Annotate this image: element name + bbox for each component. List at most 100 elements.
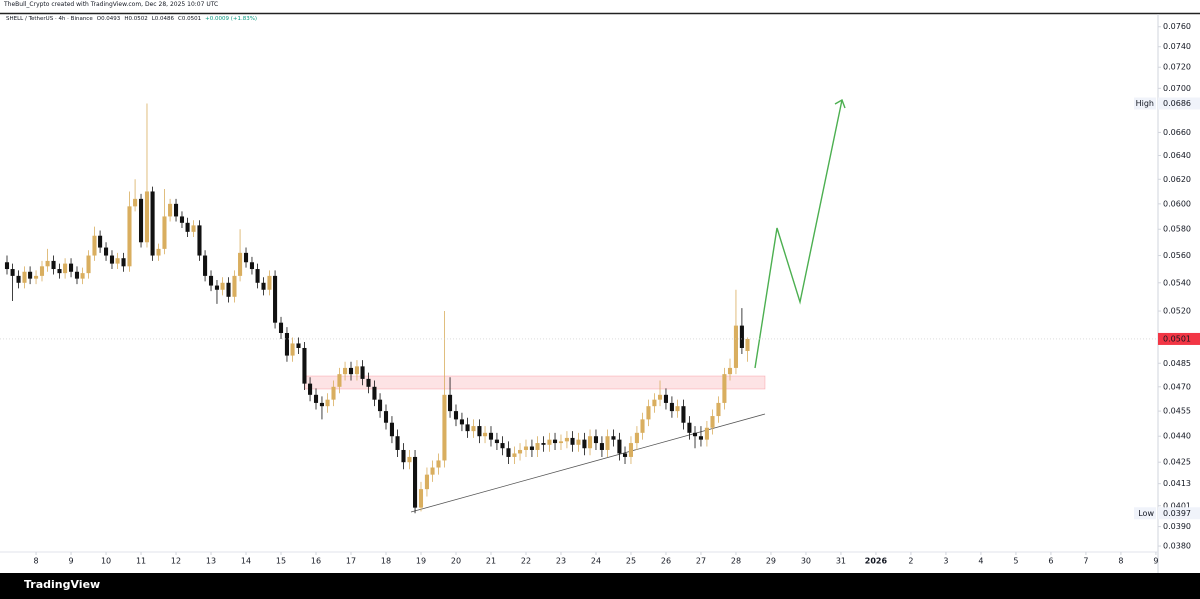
candle-body xyxy=(448,394,453,412)
x-tick-label: 25 xyxy=(626,557,636,566)
candle-body xyxy=(4,262,10,270)
candle-body xyxy=(459,419,464,425)
candle-body xyxy=(98,235,103,248)
low: L0.0486 xyxy=(151,16,175,22)
x-tick-label: 22 xyxy=(521,557,531,566)
candle-body xyxy=(319,402,324,407)
candle-body xyxy=(34,275,39,279)
candle-body xyxy=(22,271,27,283)
marker-value: 0.0686 xyxy=(1163,99,1191,108)
candle-body xyxy=(197,225,202,256)
x-tick-label: 13 xyxy=(206,557,216,566)
candle-body xyxy=(348,367,354,375)
x-tick-label: 21 xyxy=(486,557,496,566)
x-tick-label: 6 xyxy=(1048,557,1053,566)
candle-body xyxy=(63,263,68,274)
x-tick-label: 28 xyxy=(731,557,741,566)
x-tick-label: 9 xyxy=(1153,557,1158,566)
candle-body xyxy=(552,439,558,444)
candle-body xyxy=(582,439,587,449)
candle-body xyxy=(284,332,290,356)
y-tick-label: 0.0580 xyxy=(1163,225,1191,234)
candle-body xyxy=(733,325,738,368)
x-tick-label: 5 xyxy=(1013,557,1018,566)
candle-body xyxy=(383,411,389,423)
last-price-box xyxy=(1158,332,1200,345)
candle-body xyxy=(302,347,307,384)
candle-body xyxy=(477,426,482,437)
candle-body xyxy=(255,269,260,283)
x-tick-label: 17 xyxy=(346,557,356,566)
x-tick-label: 14 xyxy=(241,557,251,566)
candle-body xyxy=(261,282,266,290)
y-tick-label: 0.0700 xyxy=(1163,84,1191,93)
candle-body xyxy=(156,248,161,256)
candle-body xyxy=(208,275,214,286)
candle-body xyxy=(331,386,336,400)
candle-body xyxy=(506,448,511,457)
candle-body xyxy=(418,489,424,508)
candle-body xyxy=(407,456,412,463)
candle-body xyxy=(500,443,505,449)
x-tick-label: 30 xyxy=(801,557,811,566)
candle-body xyxy=(39,266,45,276)
candle-body xyxy=(51,260,56,270)
candle-body xyxy=(278,322,284,333)
candle-body xyxy=(564,437,569,442)
candle-body xyxy=(325,399,330,407)
candle-body xyxy=(710,416,715,428)
marker-label: Low xyxy=(1138,509,1154,518)
y-tick-label: 0.0485 xyxy=(1163,359,1191,368)
candle-body xyxy=(488,432,494,440)
candle-body xyxy=(103,247,109,256)
y-tick-label: 0.0760 xyxy=(1163,22,1191,31)
candle-body xyxy=(442,394,447,461)
symbol: SHELL / TetherUS · 4h · Binance xyxy=(6,16,93,22)
x-tick-label: 24 xyxy=(591,557,601,566)
candle-body xyxy=(144,191,150,243)
candle-body xyxy=(115,258,120,264)
y-tick-label: 0.0740 xyxy=(1163,42,1191,51)
projection-path xyxy=(754,99,843,369)
candle-body xyxy=(523,446,529,450)
candle-body xyxy=(541,443,546,445)
candle-body xyxy=(675,406,680,412)
candle-body xyxy=(622,453,628,457)
x-tick-label: 18 xyxy=(381,557,391,566)
change: +0.0009 (+1.83%) xyxy=(205,16,258,22)
candle-body xyxy=(267,275,272,290)
candle-body xyxy=(10,269,15,276)
candle-body xyxy=(249,262,255,270)
x-tick-label: 20 xyxy=(451,557,461,566)
x-tick-label: 2026 xyxy=(865,557,888,566)
y-tick-label: 0.0520 xyxy=(1163,307,1191,316)
candle-body xyxy=(692,432,698,437)
candle-body xyxy=(366,378,371,387)
footer: TradingView xyxy=(0,573,1200,599)
y-tick-label: 0.0560 xyxy=(1163,251,1191,260)
x-tick-label: 27 xyxy=(696,557,706,566)
candle-body xyxy=(587,436,593,449)
candle-body xyxy=(203,255,208,276)
chart: 0.0760 0.0740 0.0720 0.0700 0.0660 0.0640 0.06… xyxy=(0,12,1200,573)
logo: TradingView xyxy=(24,578,101,591)
candle-body xyxy=(191,225,196,232)
candle-body xyxy=(226,282,231,297)
x-tick-label: 4 xyxy=(978,557,983,566)
candle-body xyxy=(634,432,639,444)
x-tick-label: 15 xyxy=(276,557,286,566)
open: O0.0493 xyxy=(96,16,121,22)
candle-body xyxy=(570,437,575,445)
symbol-legend: SHELL / TetherUS · 4h · Binance O0.0493 … xyxy=(6,16,257,22)
candle-body xyxy=(372,386,377,400)
candle-body xyxy=(179,216,185,223)
y-tick-label: 0.0440 xyxy=(1163,432,1191,441)
candle-body xyxy=(529,446,534,450)
candle-body xyxy=(453,411,459,420)
candle-body xyxy=(354,366,359,375)
plot: 0.0760 0.0740 0.0720 0.0700 0.0660 0.0640 0.06… xyxy=(0,22,1200,566)
x-tick-label: 31 xyxy=(836,557,846,566)
y-tick-label: 0.0720 xyxy=(1163,63,1191,72)
candle-body xyxy=(296,343,301,348)
y-tick-label: 0.0401 xyxy=(1163,501,1191,510)
